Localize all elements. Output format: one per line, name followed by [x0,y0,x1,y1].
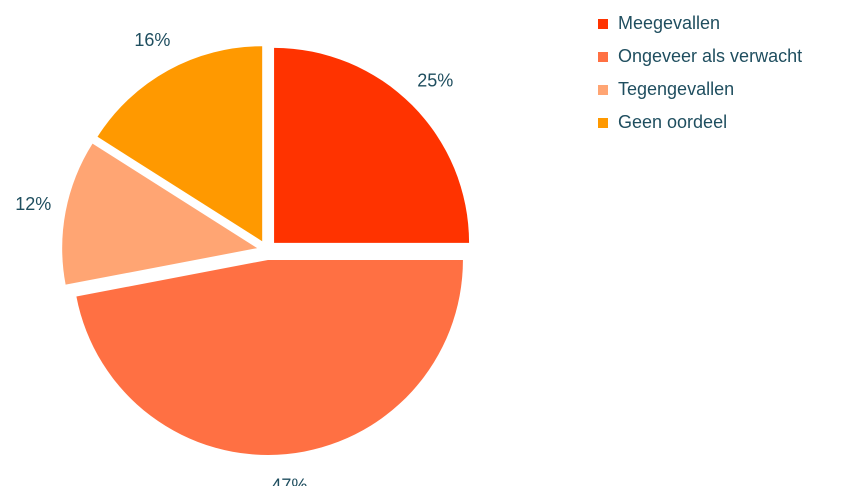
legend-label: Meegevallen [618,13,720,33]
legend-swatch [598,52,608,62]
pie-slice [76,259,463,455]
data-label: 25% [417,70,453,90]
pie-slice [274,47,470,243]
data-label: 47% [271,476,307,486]
data-label: 16% [134,30,170,50]
legend-label: Tegengevallen [618,79,734,99]
data-label: 12% [15,194,51,214]
legend-label: Geen oordeel [618,112,727,132]
legend-label: Ongeveer als verwacht [618,46,802,66]
legend-swatch [598,19,608,29]
pie-slice [62,143,258,285]
legend-swatch [598,118,608,128]
pie-slice [97,46,263,242]
legend-swatch [598,85,608,95]
